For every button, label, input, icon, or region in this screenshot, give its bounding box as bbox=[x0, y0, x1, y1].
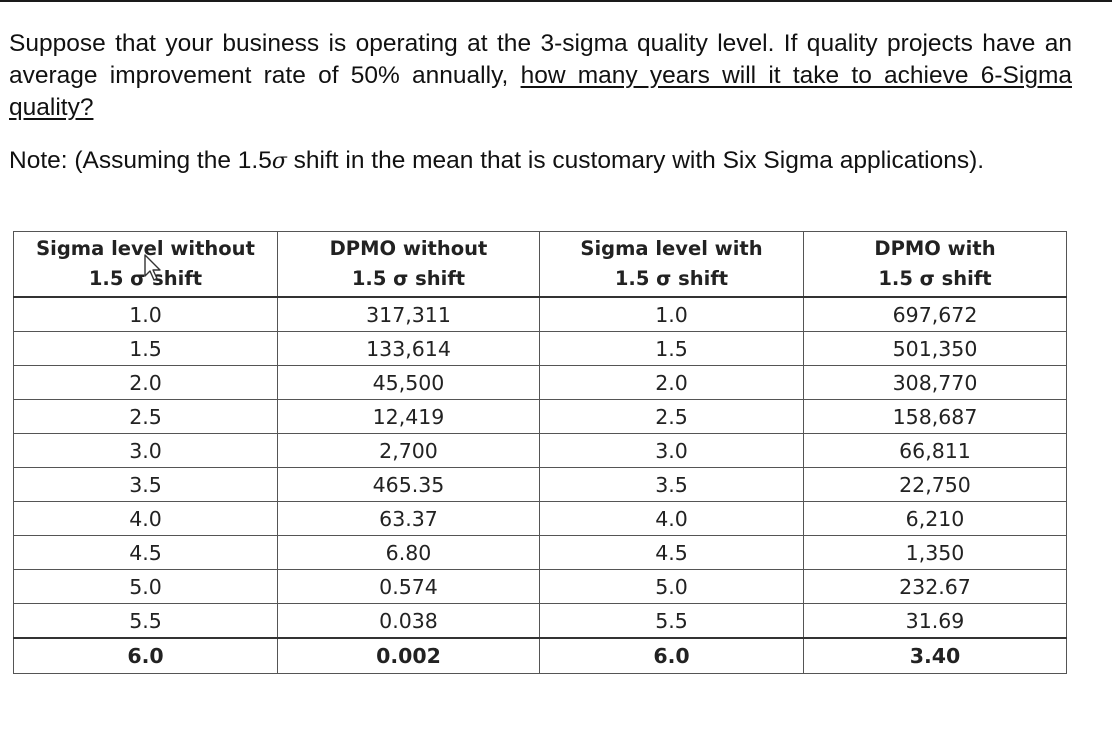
note-text: Note: (Assuming the 1.5σ shift in the me… bbox=[9, 145, 1099, 178]
table-cell: 4.5 bbox=[13, 535, 278, 570]
header-dpmo-without: DPMO without 1.5 σ shift bbox=[277, 231, 540, 298]
table-cell: 3.5 bbox=[539, 467, 804, 502]
table-cell: 5.5 bbox=[539, 603, 804, 639]
table-cell: 2.5 bbox=[539, 399, 804, 434]
table-cell: 4.0 bbox=[539, 501, 804, 536]
table-cell: 501,350 bbox=[803, 331, 1067, 366]
table-row: 6.0 0.002 6.0 3.40 bbox=[13, 637, 1067, 674]
table-row: 3.0 2,700 3.0 66,811 bbox=[13, 433, 1067, 468]
top-divider bbox=[0, 0, 1112, 2]
table-cell: 3.0 bbox=[539, 433, 804, 468]
table-cell: 6.80 bbox=[277, 535, 540, 570]
table-cell: 697,672 bbox=[803, 296, 1067, 332]
table-cell: 3.40 bbox=[803, 637, 1067, 674]
table-cell: 2.5 bbox=[13, 399, 278, 434]
table-row: 2.0 45,500 2.0 308,770 bbox=[13, 365, 1067, 400]
header-sigma-with: Sigma level with 1.5 σ shift bbox=[539, 231, 804, 298]
table-cell: 6.0 bbox=[13, 637, 278, 674]
table-cell: 1.0 bbox=[13, 296, 278, 332]
table-cell: 308,770 bbox=[803, 365, 1067, 400]
note-prefix: Note: (Assuming the 1.5 bbox=[9, 147, 272, 174]
table-cell: 5.0 bbox=[13, 569, 278, 604]
table-cell: 317,311 bbox=[277, 296, 540, 332]
header-row: Sigma level without 1.5 σ shift DPMO with… bbox=[13, 231, 1067, 298]
table-cell: 3.0 bbox=[13, 433, 278, 468]
table-cell: 0.038 bbox=[277, 603, 540, 639]
note-suffix: shift in the mean that is customary with… bbox=[286, 147, 985, 174]
sigma-symbol: σ bbox=[271, 149, 287, 174]
table-cell: 4.0 bbox=[13, 501, 278, 536]
table-cell: 1.5 bbox=[13, 331, 278, 366]
table-row: 1.0 317,311 1.0 697,672 bbox=[13, 296, 1067, 332]
table-cell: 133,614 bbox=[277, 331, 540, 366]
table-cell: 5.5 bbox=[13, 603, 278, 639]
table-cell: 0.002 bbox=[277, 637, 540, 674]
table-cell: 1.5 bbox=[539, 331, 804, 366]
table-header: Sigma level without 1.5 σ shift DPMO with… bbox=[13, 231, 1067, 298]
table-cell: 22,750 bbox=[803, 467, 1067, 502]
header-dpmo-with: DPMO with 1.5 σ shift bbox=[803, 231, 1067, 298]
table-body: 1.0 317,311 1.0 697,672 1.5 133,614 1.5 501,350… bbox=[13, 296, 1067, 674]
sigma-dpmo-table: Sigma level without 1.5 σ shift DPMO with… bbox=[13, 231, 1067, 674]
table-row: 5.0 0.574 5.0 232.67 bbox=[13, 569, 1067, 604]
table-cell: 31.69 bbox=[803, 603, 1067, 639]
table-cell: 2.0 bbox=[539, 365, 804, 400]
table-cell: 1.0 bbox=[539, 296, 804, 332]
table-cell: 1,350 bbox=[803, 535, 1067, 570]
table-cell: 4.5 bbox=[539, 535, 804, 570]
table-cell: 5.0 bbox=[539, 569, 804, 604]
question-plain: Suppose that your business is operating … bbox=[9, 30, 1072, 89]
table-cell: 45,500 bbox=[277, 365, 540, 400]
table-cell: 465.35 bbox=[277, 467, 540, 502]
table-cell: 66,811 bbox=[803, 433, 1067, 468]
table-cell: 6,210 bbox=[803, 501, 1067, 536]
table-cell: 63.37 bbox=[277, 501, 540, 536]
table-cell: 2.0 bbox=[13, 365, 278, 400]
mouse-pointer-icon bbox=[144, 254, 161, 281]
table-row: 3.5 465.35 3.5 22,750 bbox=[13, 467, 1067, 502]
table-cell: 158,687 bbox=[803, 399, 1067, 434]
table-row: 1.5 133,614 1.5 501,350 bbox=[13, 331, 1067, 366]
table-cell: 6.0 bbox=[539, 637, 804, 674]
table-row: 5.5 0.038 5.5 31.69 bbox=[13, 603, 1067, 639]
question-underlined: how many years will it take to achieve 6… bbox=[9, 62, 1072, 121]
table-row: 4.0 63.37 4.0 6,210 bbox=[13, 501, 1067, 536]
table-cell: 0.574 bbox=[277, 569, 540, 604]
table-cell: 232.67 bbox=[803, 569, 1067, 604]
question-text: Suppose that your business is operating … bbox=[9, 28, 1072, 124]
table-cell: 12,419 bbox=[277, 399, 540, 434]
table-row: 4.5 6.80 4.5 1,350 bbox=[13, 535, 1067, 570]
table-cell: 3.5 bbox=[13, 467, 278, 502]
table-cell: 2,700 bbox=[277, 433, 540, 468]
table-row: 2.5 12,419 2.5 158,687 bbox=[13, 399, 1067, 434]
